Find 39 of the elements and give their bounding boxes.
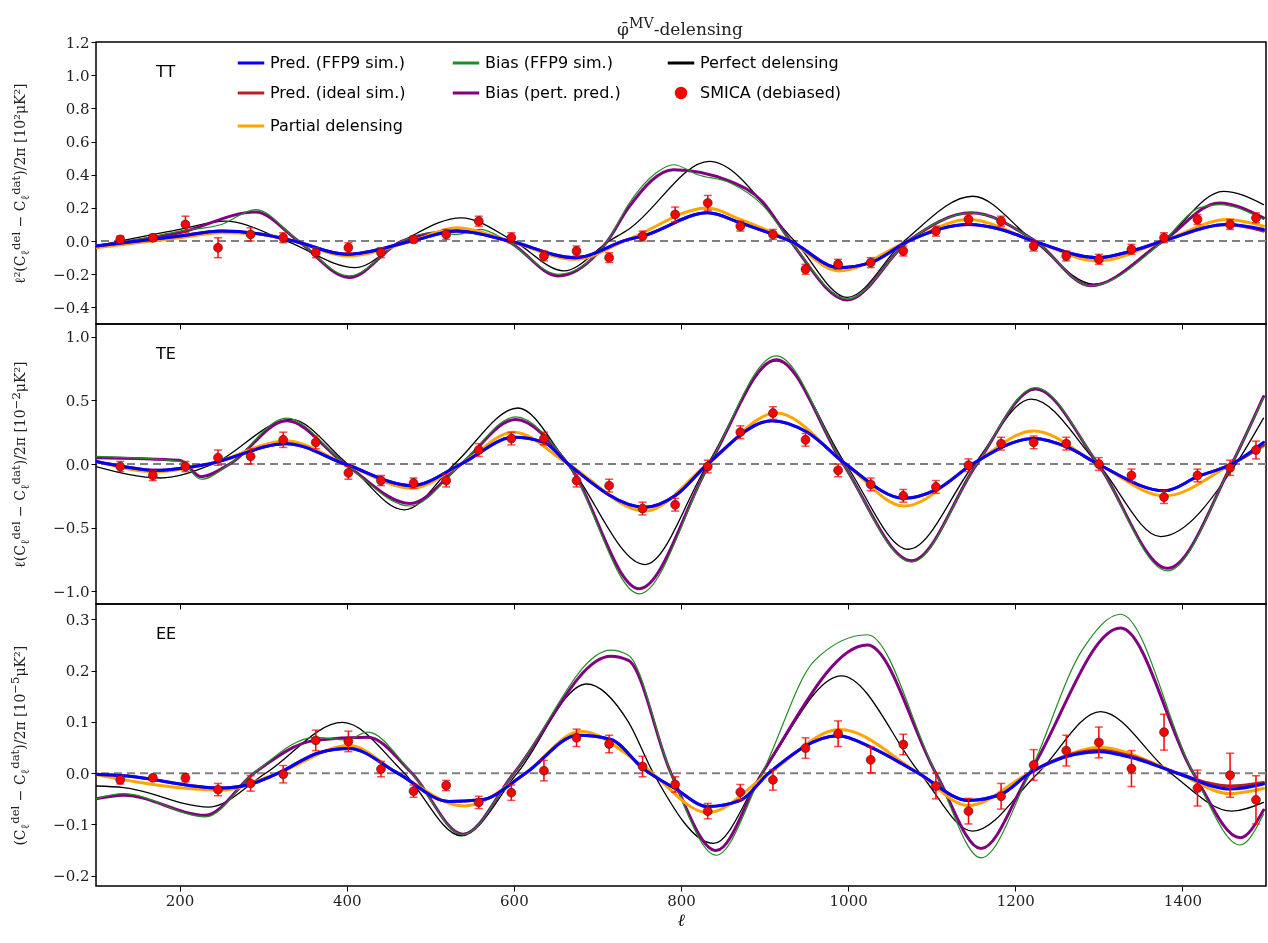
y-tick-label: −0.4 [53, 298, 90, 317]
y-tick-label: −0.2 [53, 867, 90, 886]
y-tick-label: 0.0 [65, 764, 90, 783]
y-tick-label: 1.0 [65, 328, 90, 347]
y-tick-label: 1.0 [65, 66, 90, 85]
y-tick-label: 0.4 [65, 166, 90, 185]
chart-title: φ̄$^{MV}$-delensing [617, 15, 743, 39]
y-tick-label: 0.0 [65, 455, 90, 474]
y-tick-label: 0.2 [65, 199, 90, 218]
legend-label: SMICA (debiased) [700, 83, 842, 102]
legend-label: Bias (pert. pred.) [485, 83, 621, 102]
y-tick-label: 0.5 [65, 391, 90, 410]
y-tick-label: −0.5 [53, 519, 90, 538]
y-tick-label: 0.3 [65, 610, 90, 629]
y-tick-label: −0.2 [53, 265, 90, 284]
legend-label: Partial delensing [270, 116, 403, 135]
x-tick-label: 1200 [996, 891, 1035, 910]
x-tick-label: 1400 [1163, 891, 1203, 910]
x-axis-title: ℓ [677, 909, 686, 930]
x-tick-label: 1000 [829, 891, 868, 910]
y-tick-label: 0.8 [65, 99, 90, 118]
annotation: EE [156, 624, 177, 643]
annotation: TT [155, 62, 176, 81]
x-tick-label: 800 [667, 891, 696, 910]
y-tick-label: 1.2 [65, 33, 90, 52]
legend-label: Bias (FFP9 sim.) [485, 53, 613, 72]
legend-label: Pred. (FFP9 sim.) [270, 53, 406, 72]
x-tick-label: 400 [332, 891, 362, 910]
x-tick-label: 600 [500, 891, 529, 910]
x-tick-label: 200 [165, 891, 195, 910]
legend-label: Perfect delensing [700, 53, 839, 72]
y-tick-label: −0.1 [53, 815, 90, 834]
y-tick-label: 0.2 [65, 662, 90, 681]
legend-label: Pred. (ideal sim.) [270, 83, 406, 102]
y-tick-label: 0.1 [65, 713, 90, 732]
annotation: TE [155, 344, 176, 363]
y-tick-label: 0.0 [65, 232, 90, 251]
y-tick-label: −1.0 [53, 582, 90, 601]
y-tick-label: 0.6 [65, 133, 90, 152]
